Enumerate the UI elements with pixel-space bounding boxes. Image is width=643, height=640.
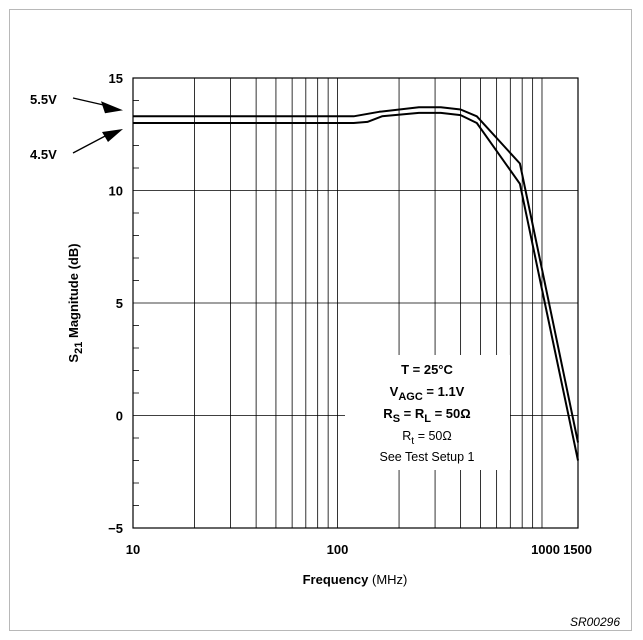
series-line-4-5v (133, 111, 579, 461)
x-tick-labels: 10 100 1000 1500 (126, 542, 592, 557)
legend-label-4-5v: 4.5V (30, 147, 57, 162)
condition-vagc: VAGC = 1.1V (390, 384, 465, 403)
legend-arrow-4-5v (72, 133, 110, 154)
y-tick-label: 15 (109, 71, 123, 86)
legend-arrowhead-4-5v (102, 129, 123, 142)
y-tick-label: −5 (108, 521, 123, 536)
y-axis-label: S21 Magnitude (dB) (66, 243, 85, 362)
plot-area-border (132, 77, 579, 529)
y-tick-label: 10 (109, 184, 123, 199)
series-legend: 5.5V 4.5V (30, 92, 123, 162)
legend-label-5-5v: 5.5V (30, 92, 57, 107)
x-tick-label: 1000 (531, 542, 560, 557)
test-conditions-box: T = 25°C VAGC = 1.1V RS = RL = 50Ω Rt = … (345, 355, 510, 470)
x-tick-label: 10 (126, 542, 140, 557)
series-line-5-5v (133, 106, 579, 443)
conditions-background (345, 355, 510, 470)
condition-test-setup: See Test Setup 1 (380, 450, 475, 464)
legend-arrowhead-5-5v (101, 101, 123, 114)
x-tick-label: 100 (327, 542, 349, 557)
condition-rt: Rt = 50Ω (402, 429, 451, 447)
y-tick-labels: 15 10 5 0 −5 (108, 71, 123, 536)
x-tick-label: 1500 (563, 542, 592, 557)
condition-temperature: T = 25°C (401, 362, 453, 377)
x-axis-label: Frequency (MHz) (303, 572, 408, 587)
figure-id: SR00296 (570, 615, 620, 629)
series-lines (133, 106, 579, 461)
condition-rs-rl: RS = RL = 50Ω (383, 406, 470, 425)
figure-frame (9, 9, 632, 631)
y-tick-label: 5 (116, 296, 123, 311)
grid-lines (133, 78, 578, 528)
y-tick-label: 0 (116, 409, 123, 424)
